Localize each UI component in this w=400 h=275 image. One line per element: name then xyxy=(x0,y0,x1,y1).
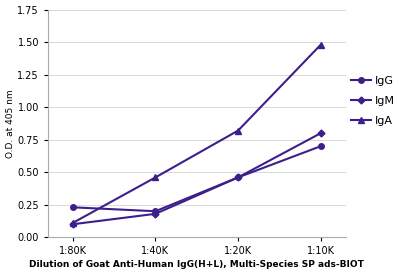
IgG xyxy=(318,145,323,148)
IgM xyxy=(153,212,158,216)
IgG xyxy=(153,210,158,213)
IgM xyxy=(318,131,323,135)
X-axis label: Dilution of Goat Anti-Human IgG(H+L), Multi-Species SP ads-BIOT: Dilution of Goat Anti-Human IgG(H+L), Mu… xyxy=(29,260,364,270)
Line: IgG: IgG xyxy=(70,143,324,214)
IgA xyxy=(318,43,323,46)
IgG xyxy=(70,206,75,209)
Legend: IgG, IgM, IgA: IgG, IgM, IgA xyxy=(351,76,394,126)
Line: IgA: IgA xyxy=(70,42,324,226)
Line: IgM: IgM xyxy=(70,131,323,227)
IgM xyxy=(236,176,240,179)
IgA xyxy=(153,176,158,179)
IgA xyxy=(236,129,240,132)
Y-axis label: O.D. at 405 nm: O.D. at 405 nm xyxy=(6,89,14,158)
IgA xyxy=(70,221,75,225)
IgG xyxy=(236,176,240,179)
IgM xyxy=(70,222,75,226)
